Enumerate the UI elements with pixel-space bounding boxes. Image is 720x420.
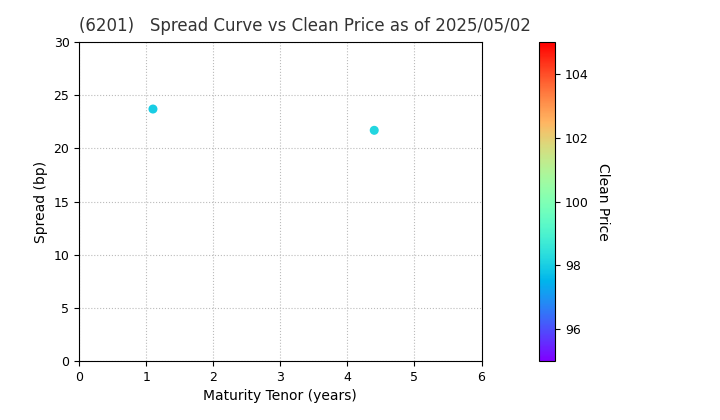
- Y-axis label: Clean Price: Clean Price: [596, 163, 610, 241]
- X-axis label: Maturity Tenor (years): Maturity Tenor (years): [204, 389, 357, 404]
- Point: [147, 106, 158, 113]
- Text: (6201)   Spread Curve vs Clean Price as of 2025/05/02: (6201) Spread Curve vs Clean Price as of…: [79, 17, 531, 35]
- Y-axis label: Spread (bp): Spread (bp): [34, 160, 48, 243]
- Point: [369, 127, 380, 134]
